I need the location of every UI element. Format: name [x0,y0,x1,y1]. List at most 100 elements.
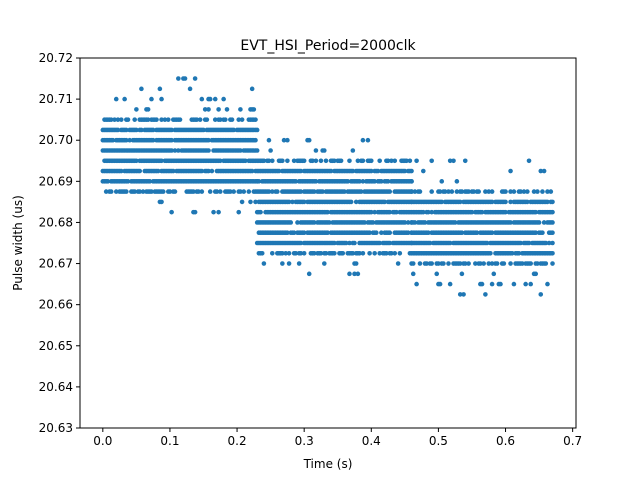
data-point [447,240,453,246]
data-point [550,250,555,256]
data-point [204,117,210,122]
x-tick-label: 0.5 [429,434,448,448]
data-point [261,261,267,266]
data-point [110,137,116,143]
data-point [489,281,495,287]
data-point [350,250,356,256]
data-point [228,189,233,194]
data-point [437,281,443,287]
data-point [347,158,352,164]
data-point [206,168,211,174]
data-point [199,168,205,174]
data-point [543,240,549,246]
data-point [489,199,495,205]
data-point [545,281,550,287]
data-point [258,209,263,215]
data-point [454,189,460,194]
data-point [531,189,537,194]
data-point [103,189,109,194]
data-point [285,158,290,164]
data-point [368,209,374,215]
data-point [469,209,475,215]
data-point [118,168,124,174]
data-point [392,250,398,256]
data-point [170,168,176,174]
data-point [377,240,382,246]
data-point [301,158,307,164]
y-tick-label: 20.66 [39,298,73,312]
data-point [541,220,547,225]
data-point [288,220,294,225]
data-point [518,189,523,194]
data-point [372,179,377,184]
data-point [241,189,247,194]
data-point [269,189,275,194]
data-point [259,250,265,256]
data-point [268,148,273,153]
y-tick-label: 20.69 [39,174,73,188]
data-point [246,189,252,194]
data-point [367,230,372,236]
data-point [538,168,544,174]
data-point [311,189,317,194]
data-point [483,189,488,194]
data-point [550,220,555,225]
data-point [535,261,540,266]
data-point [518,240,523,246]
data-point [118,117,124,122]
data-point [424,261,429,266]
data-point [293,250,299,256]
data-point [221,96,226,102]
data-point [441,261,446,266]
data-point [417,261,423,266]
data-point [298,168,304,174]
data-point [124,127,129,133]
data-point [159,96,164,102]
data-point [182,76,188,81]
data-point [379,179,384,184]
data-point [322,148,327,153]
data-point [224,107,230,112]
data-point [238,148,243,153]
data-point [528,281,533,287]
data-point [508,220,513,225]
data-point [251,107,257,112]
data-point [134,107,139,112]
data-point [489,261,495,266]
data-point [387,209,393,215]
y-tick-label: 20.70 [39,133,73,147]
data-point [520,261,525,266]
data-point [409,168,414,174]
data-point [238,189,243,194]
data-point [122,96,127,102]
data-point [437,189,443,194]
data-point [516,250,522,256]
data-point [212,96,218,102]
data-point [192,209,198,215]
data-point [535,189,540,194]
data-point [494,261,500,266]
data-point [187,86,193,92]
data-point [239,199,245,205]
data-point [486,189,492,194]
data-point [301,250,307,256]
data-point [206,148,211,153]
data-point [127,137,132,143]
data-point [508,199,513,205]
data-point [540,189,545,194]
data-point [249,86,255,92]
data-point [410,261,416,266]
data-point [471,189,476,194]
data-point [384,250,389,256]
data-point [108,117,114,122]
data-point [347,240,352,246]
data-point [236,117,242,122]
data-point [298,250,304,256]
data-point [481,261,487,266]
data-point [421,168,426,174]
data-point [269,250,275,256]
data-point [459,189,465,194]
data-point [429,261,435,266]
data-point [429,209,435,215]
data-point [382,199,388,205]
